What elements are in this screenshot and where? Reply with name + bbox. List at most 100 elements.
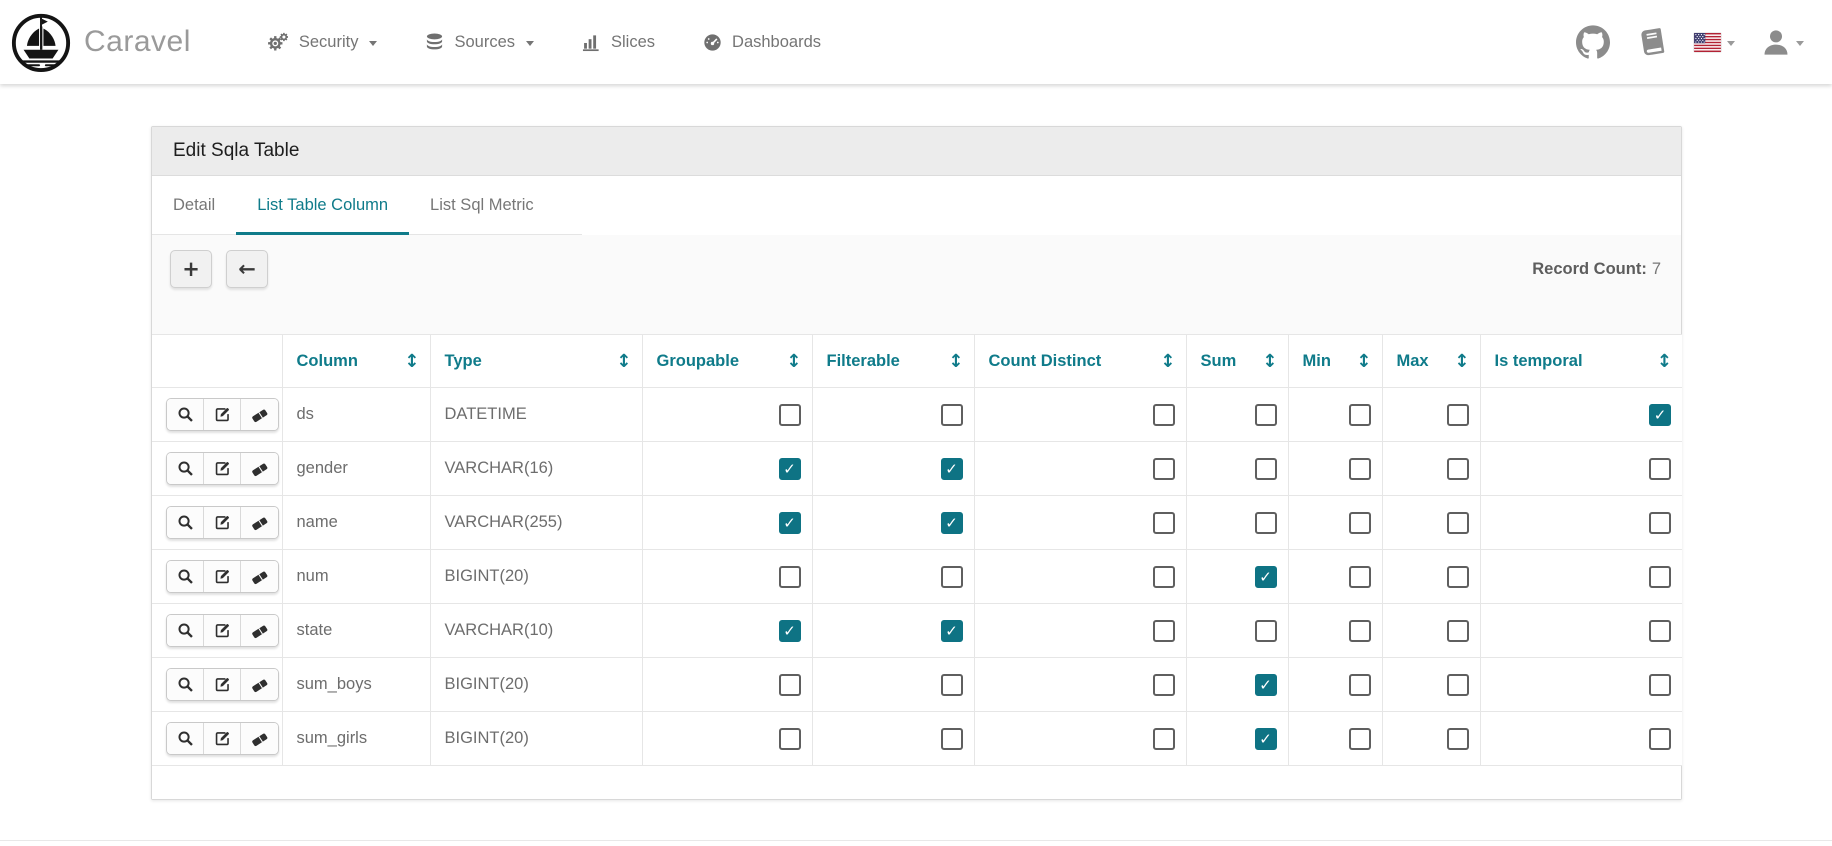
user-menu[interactable] xyxy=(1762,28,1804,56)
add-record-button[interactable]: + xyxy=(170,250,212,288)
show-record-button[interactable] xyxy=(167,507,204,538)
checkbox-max[interactable] xyxy=(1446,619,1469,642)
checkbox-groupable[interactable] xyxy=(778,727,801,750)
checkbox-is-temporal[interactable]: ✓ xyxy=(1649,403,1671,426)
tab-detail[interactable]: Detail xyxy=(173,195,216,214)
checkbox-is-temporal[interactable] xyxy=(1649,565,1671,588)
sort-icon[interactable]: ↕ xyxy=(1454,350,1470,372)
column-header-sum[interactable]: Sum ↕ xyxy=(1185,334,1289,388)
checkbox-is-temporal[interactable] xyxy=(1649,619,1671,642)
column-header-column[interactable]: Column ↕ xyxy=(281,334,431,388)
column-header-filterable[interactable]: Filterable ↕ xyxy=(811,334,975,388)
checkbox-count-distinct[interactable] xyxy=(1152,457,1175,480)
checkbox-sum[interactable] xyxy=(1254,457,1277,480)
sort-icon[interactable]: ↕ xyxy=(616,350,632,372)
checkbox-min[interactable] xyxy=(1348,727,1371,750)
sort-icon[interactable]: ↕ xyxy=(786,350,802,372)
sort-icon[interactable]: ↕ xyxy=(1160,350,1176,372)
checkbox-is-temporal[interactable] xyxy=(1649,511,1671,534)
checkbox-count-distinct[interactable] xyxy=(1152,565,1175,588)
checkbox-min[interactable] xyxy=(1348,457,1371,480)
delete-record-button[interactable] xyxy=(241,669,278,700)
nav-item-slices[interactable]: Slices xyxy=(558,0,679,84)
show-record-button[interactable] xyxy=(167,453,204,484)
delete-record-button[interactable] xyxy=(241,615,278,646)
show-record-button[interactable] xyxy=(167,669,204,700)
sort-icon[interactable]: ↕ xyxy=(1356,350,1372,372)
checkbox-sum[interactable] xyxy=(1254,403,1277,426)
checkbox-groupable[interactable]: ✓ xyxy=(778,511,801,534)
checkbox-max[interactable] xyxy=(1446,727,1469,750)
checkbox-max[interactable] xyxy=(1446,565,1469,588)
checkbox-max[interactable] xyxy=(1446,403,1469,426)
sort-icon[interactable]: ↕ xyxy=(1656,350,1672,372)
edit-record-button[interactable] xyxy=(204,561,241,592)
column-header-count-distinct[interactable]: Count Distinct ↕ xyxy=(973,334,1187,388)
checkbox-filterable[interactable]: ✓ xyxy=(940,457,963,480)
tab-list-table-column[interactable]: List Table Column xyxy=(236,176,409,235)
checkbox-min[interactable] xyxy=(1348,403,1371,426)
column-header-is-temporal[interactable]: Is temporal ↕ xyxy=(1479,334,1682,388)
checkbox-min[interactable] xyxy=(1348,673,1371,696)
checkbox-max[interactable] xyxy=(1446,457,1469,480)
language-menu[interactable] xyxy=(1694,32,1735,52)
nav-item-security[interactable]: Security xyxy=(243,0,402,84)
edit-record-button[interactable] xyxy=(204,453,241,484)
checkbox-filterable[interactable] xyxy=(940,565,963,588)
checkbox-max[interactable] xyxy=(1446,673,1469,696)
sort-icon[interactable]: ↕ xyxy=(948,350,964,372)
edit-record-button[interactable] xyxy=(204,399,241,430)
checkbox-groupable[interactable] xyxy=(778,673,801,696)
delete-record-button[interactable] xyxy=(241,507,278,538)
checkbox-min[interactable] xyxy=(1348,565,1371,588)
checkbox-max[interactable] xyxy=(1446,511,1469,534)
checkbox-count-distinct[interactable] xyxy=(1152,619,1175,642)
checkbox-filterable[interactable] xyxy=(940,673,963,696)
checkbox-is-temporal[interactable] xyxy=(1649,673,1671,696)
nav-item-dashboards[interactable]: Dashboards xyxy=(679,0,845,84)
checkbox-filterable[interactable] xyxy=(940,727,963,750)
sort-icon[interactable]: ↕ xyxy=(404,350,420,372)
checkbox-is-temporal[interactable] xyxy=(1649,727,1671,750)
edit-record-button[interactable] xyxy=(204,723,241,754)
column-header-min[interactable]: Min ↕ xyxy=(1287,334,1383,388)
checkbox-filterable[interactable]: ✓ xyxy=(940,511,963,534)
show-record-button[interactable] xyxy=(167,723,204,754)
column-header-groupable[interactable]: Groupable ↕ xyxy=(641,334,813,388)
tab-list-sql-metric[interactable]: List Sql Metric xyxy=(430,195,534,214)
checkbox-sum[interactable] xyxy=(1254,619,1277,642)
show-record-button[interactable] xyxy=(167,561,204,592)
show-record-button[interactable] xyxy=(167,615,204,646)
checkbox-filterable[interactable]: ✓ xyxy=(940,619,963,642)
docs-link[interactable] xyxy=(1637,27,1667,57)
checkbox-count-distinct[interactable] xyxy=(1152,727,1175,750)
delete-record-button[interactable] xyxy=(241,399,278,430)
checkbox-sum[interactable]: ✓ xyxy=(1254,727,1277,750)
checkbox-groupable[interactable] xyxy=(778,565,801,588)
delete-record-button[interactable] xyxy=(241,561,278,592)
column-header-type[interactable]: Type ↕ xyxy=(429,334,643,388)
sort-icon[interactable]: ↕ xyxy=(1262,350,1278,372)
checkbox-count-distinct[interactable] xyxy=(1152,511,1175,534)
checkbox-min[interactable] xyxy=(1348,619,1371,642)
checkbox-count-distinct[interactable] xyxy=(1152,673,1175,696)
github-link[interactable] xyxy=(1576,25,1610,59)
nav-item-sources[interactable]: Sources xyxy=(401,0,558,84)
edit-record-button[interactable] xyxy=(204,669,241,700)
edit-record-button[interactable] xyxy=(204,507,241,538)
edit-record-button[interactable] xyxy=(204,615,241,646)
checkbox-filterable[interactable] xyxy=(940,403,963,426)
checkbox-min[interactable] xyxy=(1348,511,1371,534)
checkbox-sum[interactable]: ✓ xyxy=(1254,565,1277,588)
delete-record-button[interactable] xyxy=(241,723,278,754)
checkbox-is-temporal[interactable] xyxy=(1649,457,1671,480)
back-button[interactable]: ← xyxy=(226,250,268,288)
checkbox-sum[interactable]: ✓ xyxy=(1254,673,1277,696)
column-header-max[interactable]: Max ↕ xyxy=(1381,334,1481,388)
show-record-button[interactable] xyxy=(167,399,204,430)
checkbox-groupable[interactable]: ✓ xyxy=(778,619,801,642)
checkbox-count-distinct[interactable] xyxy=(1152,403,1175,426)
brand[interactable]: Caravel xyxy=(10,11,191,73)
checkbox-groupable[interactable] xyxy=(778,403,801,426)
checkbox-groupable[interactable]: ✓ xyxy=(778,457,801,480)
